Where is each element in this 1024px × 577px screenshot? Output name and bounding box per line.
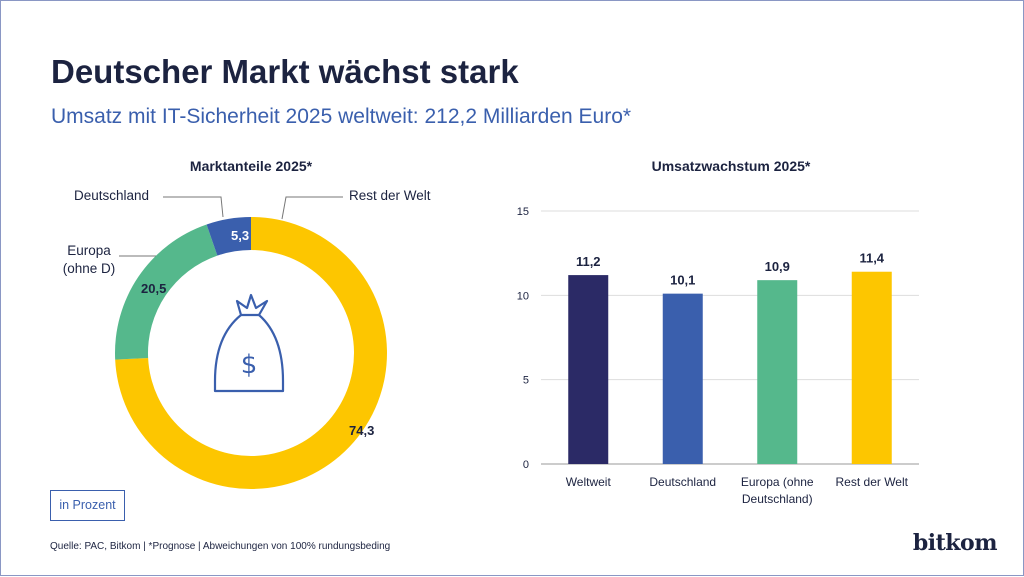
unit-label: in Prozent: [50, 490, 125, 521]
money-bag-icon: $: [213, 293, 285, 393]
donut-title: Marktanteile 2025*: [189, 158, 313, 174]
leader-lines: [119, 196, 343, 257]
x-tick-label: Europa (ohne Deutschland): [741, 475, 814, 506]
donut-slice: [115, 224, 218, 360]
svg-text:$: $: [241, 350, 258, 380]
legend-deutschland: Deutschland: [74, 188, 150, 203]
bar-value-label: 11,4: [859, 251, 884, 266]
y-tick-label: 0: [523, 459, 529, 471]
x-tick-label: Rest der Welt: [836, 475, 909, 489]
page-title: Deutscher Markt wächst stark: [51, 53, 519, 90]
x-tick-label: Weltweit: [566, 475, 612, 489]
bar: [662, 293, 703, 464]
legend-rest: Rest der Welt: [349, 188, 431, 203]
bar: [568, 275, 609, 464]
y-tick-label: 5: [523, 375, 529, 387]
bar-value-label: 10,1: [670, 273, 695, 288]
bar: [851, 271, 892, 464]
bar-value-label: 10,9: [765, 259, 790, 274]
y-tick-label: 15: [517, 206, 529, 218]
slice-label: 20,5: [141, 281, 166, 296]
x-tick-label: Deutschland: [649, 475, 716, 489]
bar-value-label: 11,2: [576, 254, 601, 269]
legend-europa: Europa (ohne D): [62, 243, 116, 276]
bar: [757, 280, 798, 464]
y-tick-label: 10: [517, 290, 529, 302]
bitkom-logo: bitkom: [912, 530, 998, 556]
slice-label: 74,3: [349, 423, 374, 438]
bar-title: Umsatzwachstum 2025*: [651, 158, 811, 174]
page-subtitle: Umsatz mit IT-Sicherheit 2025 weltweit: …: [51, 105, 632, 128]
donut-slice: [206, 217, 251, 256]
source-note: Quelle: PAC, Bitkom | *Prognose | Abweic…: [50, 541, 391, 552]
slice-label: 5,3: [231, 228, 249, 243]
